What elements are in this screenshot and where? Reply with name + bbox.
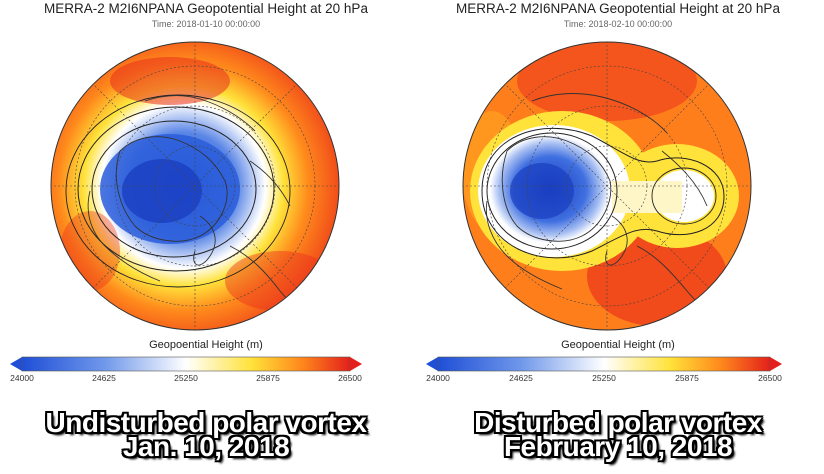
left-panel: MERRA-2 M2I6NPANA Geopotential Height at… <box>0 1 412 462</box>
colorbar-title: Geopoential Height (m) <box>149 339 263 351</box>
caption-line-1: Disturbed polar vortex <box>474 407 762 438</box>
colorbar-title: Geopoential Height (m) <box>561 339 675 351</box>
tick-label: 26500 <box>338 373 362 383</box>
tick-label: 25875 <box>675 373 699 383</box>
polar-map-disturbed <box>462 41 752 331</box>
tick-label: 24000 <box>426 373 450 383</box>
colorbar <box>426 356 782 372</box>
tick-label: 24625 <box>509 373 533 383</box>
caption-line-2: Jan. 10, 2018 <box>122 431 290 462</box>
caption-line-1: Undisturbed polar vortex <box>45 407 367 438</box>
tick-label: 24625 <box>92 373 116 383</box>
colorbar-ticks: 24000 24625 25250 25875 26500 <box>412 373 824 387</box>
tick-label: 25875 <box>256 373 280 383</box>
map-time: Time: 2018-02-10 00:00:00 <box>563 19 673 29</box>
map-time: Time: 2018-01-10 00:00:00 <box>151 19 261 29</box>
colorbar <box>10 356 362 372</box>
polar-map-undisturbed <box>50 41 340 331</box>
tick-label: 25250 <box>174 373 198 383</box>
tick-label: 26500 <box>758 373 782 383</box>
map-title: MERRA-2 M2I6NPANA Geopotential Height at… <box>456 1 780 16</box>
map-title: MERRA-2 M2I6NPANA Geopotential Height at… <box>44 1 368 16</box>
tick-label: 25250 <box>592 373 616 383</box>
caption-line-2: February 10, 2018 <box>503 431 733 462</box>
right-panel: MERRA-2 M2I6NPANA Geopotential Height at… <box>412 0 824 474</box>
tick-label: 24000 <box>10 373 34 383</box>
colorbar-ticks: 24000 24625 25250 25875 26500 <box>0 373 412 387</box>
